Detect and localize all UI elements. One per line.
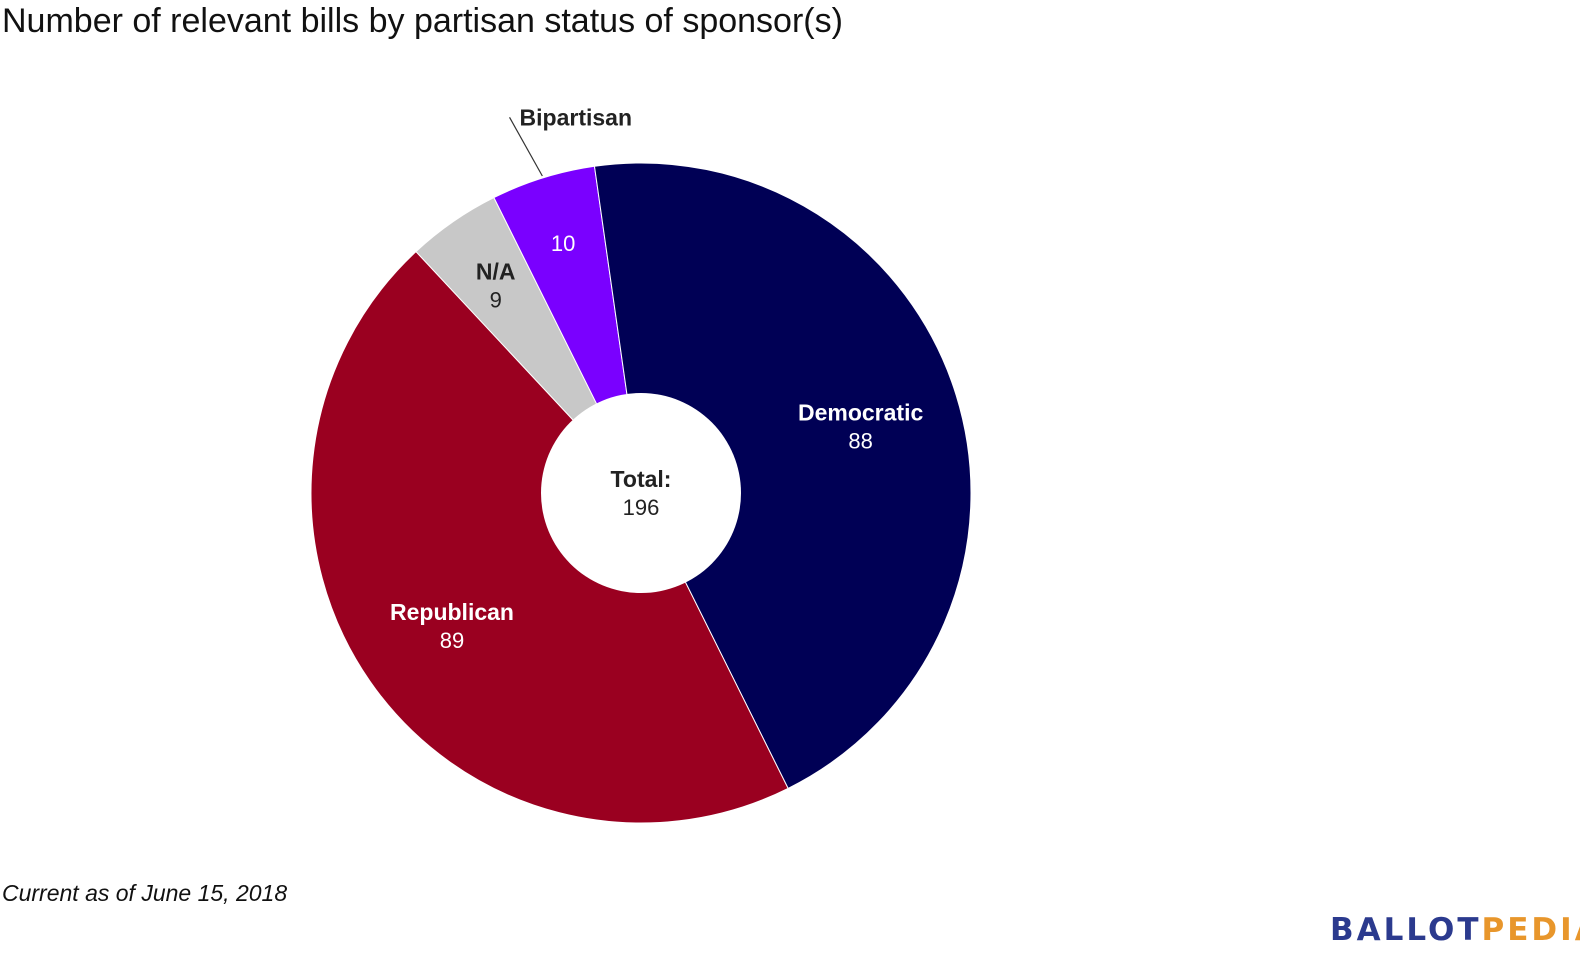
center-total-label: Total: [611, 466, 672, 492]
logo-part-1: BALLOT [1330, 912, 1482, 948]
value-bipartisan: 10 [551, 231, 575, 256]
ballotpedia-logo[interactable]: BALLOTPEDIA [1330, 912, 1580, 948]
label-bipartisan: Bipartisan [520, 104, 632, 130]
chart-title: Number of relevant bills by partisan sta… [2, 2, 843, 40]
value-n-a: 9 [490, 287, 502, 312]
donut-hole [541, 393, 741, 593]
value-democratic: 88 [848, 429, 872, 454]
label-n-a: N/A [476, 258, 516, 284]
value-republican: 89 [440, 628, 464, 653]
slice-republican[interactable] [310, 250, 789, 824]
slice-democratic[interactable] [593, 162, 972, 790]
footnote: Current as of June 15, 2018 [2, 880, 288, 906]
center-total-value: 196 [623, 495, 660, 520]
logo-part-2: PEDIA [1481, 912, 1580, 948]
leader-line-bipartisan [509, 117, 543, 177]
label-republican: Republican [390, 599, 514, 625]
label-democratic: Democratic [798, 400, 923, 426]
